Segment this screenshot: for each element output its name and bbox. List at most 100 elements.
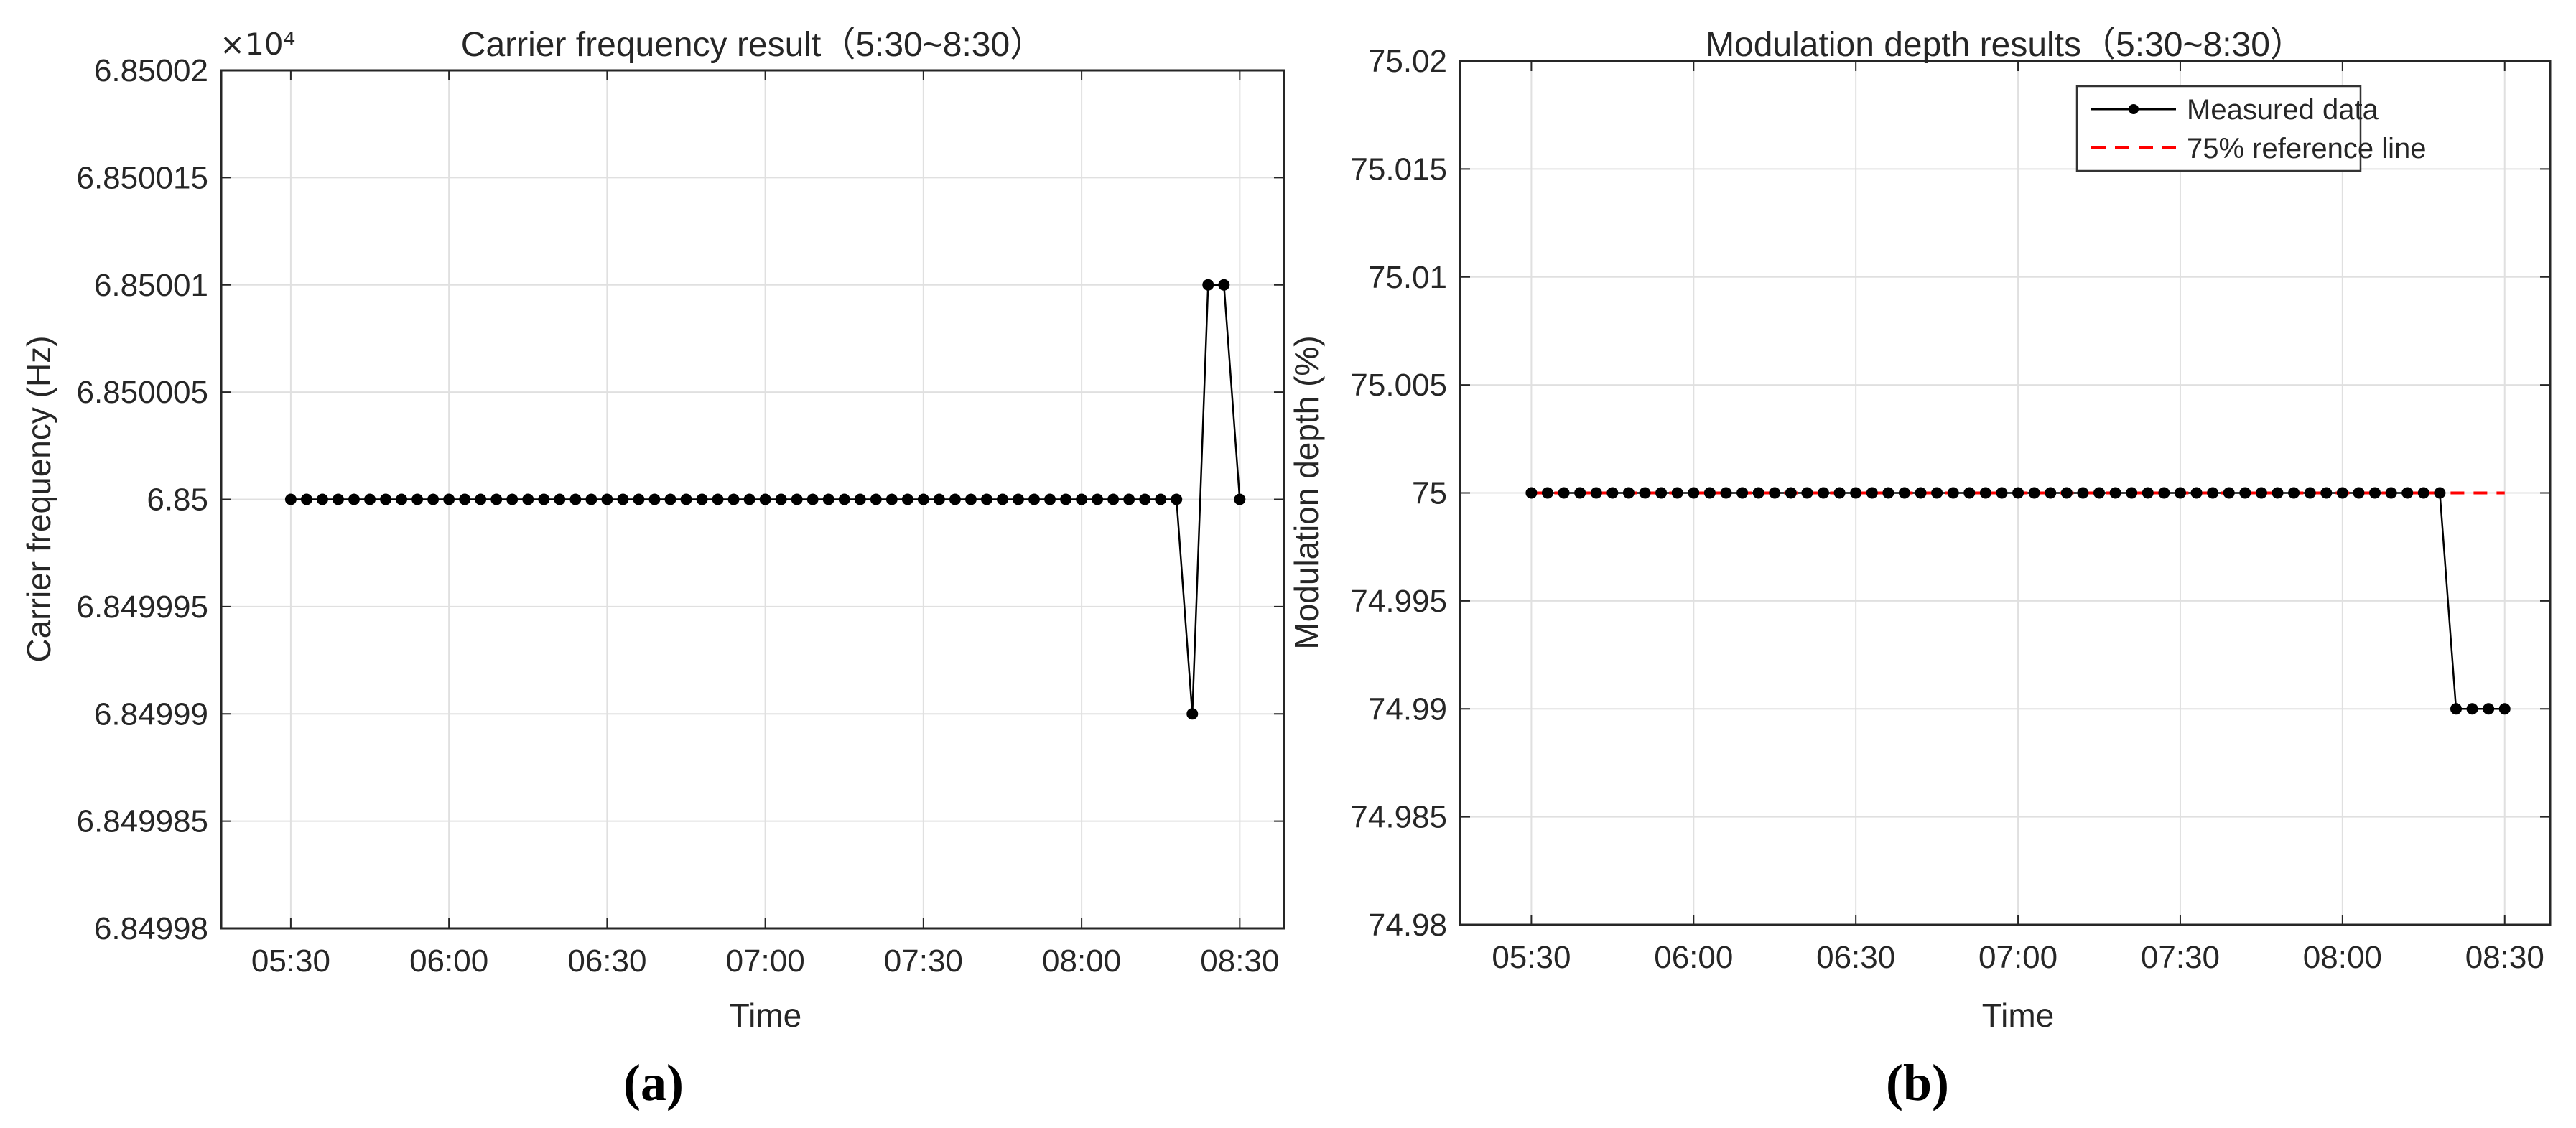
data-point xyxy=(1882,487,1894,499)
data-point xyxy=(569,493,582,505)
data-point xyxy=(601,493,613,505)
y-tick-label: 75.02 xyxy=(1368,44,1447,79)
data-point xyxy=(743,493,755,505)
data-point xyxy=(1218,279,1230,291)
data-point xyxy=(2012,487,2024,499)
subfigure-caption-a: (a) xyxy=(623,1054,684,1111)
y-tick-label: 6.85 xyxy=(147,483,208,518)
data-point xyxy=(1139,493,1151,505)
y-tick-label: 6.84998 xyxy=(94,911,208,946)
data-point xyxy=(1155,493,1167,505)
data-point xyxy=(2190,487,2203,499)
data-point xyxy=(506,493,519,505)
data-point xyxy=(2483,703,2495,715)
data-point xyxy=(2288,487,2300,499)
data-point xyxy=(1107,493,1120,505)
data-point xyxy=(427,493,440,505)
data-point xyxy=(1947,487,1959,499)
data-point xyxy=(332,493,344,505)
data-point xyxy=(1525,487,1538,499)
data-point xyxy=(980,493,992,505)
data-point xyxy=(2498,703,2511,715)
data-point xyxy=(475,493,487,505)
data-point xyxy=(1785,487,1797,499)
data-point xyxy=(585,493,597,505)
data-point xyxy=(2126,487,2138,499)
data-point xyxy=(1963,487,1976,499)
data-point xyxy=(1931,487,1943,499)
data-point xyxy=(1801,487,1813,499)
y-tick-label: 6.849985 xyxy=(76,804,208,839)
data-point xyxy=(2369,487,2381,499)
y-tick-label: 74.995 xyxy=(1350,584,1447,619)
data-point xyxy=(2255,487,2267,499)
legend-measured-marker xyxy=(2129,104,2139,114)
data-point xyxy=(2142,487,2154,499)
data-point xyxy=(680,493,692,505)
data-point xyxy=(1703,487,1716,499)
data-point xyxy=(1915,487,1927,499)
data-point xyxy=(1044,493,1056,505)
chart-b-title: Modulation depth results（5:30~8:30） xyxy=(1706,26,2305,64)
x-tick-label: 07:00 xyxy=(1979,940,2057,975)
x-tick-label: 08:00 xyxy=(2303,940,2382,975)
x-tick-label: 06:00 xyxy=(409,943,488,979)
data-point xyxy=(2077,487,2089,499)
data-point xyxy=(2466,703,2478,715)
data-point xyxy=(633,493,645,505)
data-point xyxy=(2158,487,2170,499)
data-point xyxy=(727,493,740,505)
data-point xyxy=(316,493,328,505)
data-point xyxy=(396,493,408,505)
data-point xyxy=(538,493,550,505)
data-point xyxy=(1123,493,1135,505)
y-tick-label: 74.98 xyxy=(1368,908,1447,943)
data-point xyxy=(1590,487,1602,499)
y-tick-label: 75.01 xyxy=(1368,260,1447,295)
data-point xyxy=(2336,487,2348,499)
data-point xyxy=(1028,493,1041,505)
x-tick-label: 05:30 xyxy=(1492,940,1571,975)
data-point xyxy=(411,493,424,505)
data-point xyxy=(870,493,882,505)
chart-a-title: Carrier frequency result（5:30~8:30） xyxy=(461,26,1044,64)
data-point xyxy=(1060,493,1072,505)
data-point xyxy=(2353,487,2365,499)
data-point xyxy=(664,493,676,505)
data-point xyxy=(775,493,787,505)
data-point xyxy=(2417,487,2429,499)
data-point xyxy=(885,493,898,505)
subfigure-caption-b: (b) xyxy=(1886,1054,1949,1111)
x-tick-label: 06:30 xyxy=(567,943,646,979)
data-point xyxy=(348,493,360,505)
data-point xyxy=(2434,487,2446,499)
data-point xyxy=(459,493,471,505)
modulation-depth-plot: 05:30 06:00 06:30 07:00 07:30 08:00 08:30 74.98… xyxy=(1350,44,2552,975)
data-point xyxy=(2385,487,2397,499)
y-tick-label: 6.84999 xyxy=(94,696,208,732)
data-point xyxy=(791,493,803,505)
x-tick-label: 08:30 xyxy=(2465,940,2544,975)
data-point xyxy=(1720,487,1732,499)
data-point xyxy=(2045,487,2057,499)
x-tick-label: 08:30 xyxy=(1200,943,1279,979)
legend-box xyxy=(2075,85,2362,172)
data-point xyxy=(917,493,929,505)
y-axis-multiplier: ×10⁴ xyxy=(220,27,295,62)
data-point xyxy=(901,493,913,505)
y-tick-label: 75.005 xyxy=(1350,368,1447,403)
data-point xyxy=(806,493,819,505)
data-point xyxy=(1202,279,1214,291)
data-point xyxy=(964,493,977,505)
y-tick-label: 74.985 xyxy=(1350,800,1447,835)
data-point xyxy=(838,493,850,505)
data-point xyxy=(1671,487,1683,499)
x-tick-label: 08:00 xyxy=(1042,943,1121,979)
y-tick-label: 6.85001 xyxy=(94,268,208,303)
data-point xyxy=(1639,487,1651,499)
x-tick-label: 07:30 xyxy=(884,943,963,979)
data-point xyxy=(1092,493,1104,505)
data-point xyxy=(1186,708,1199,720)
data-point xyxy=(996,493,1008,505)
